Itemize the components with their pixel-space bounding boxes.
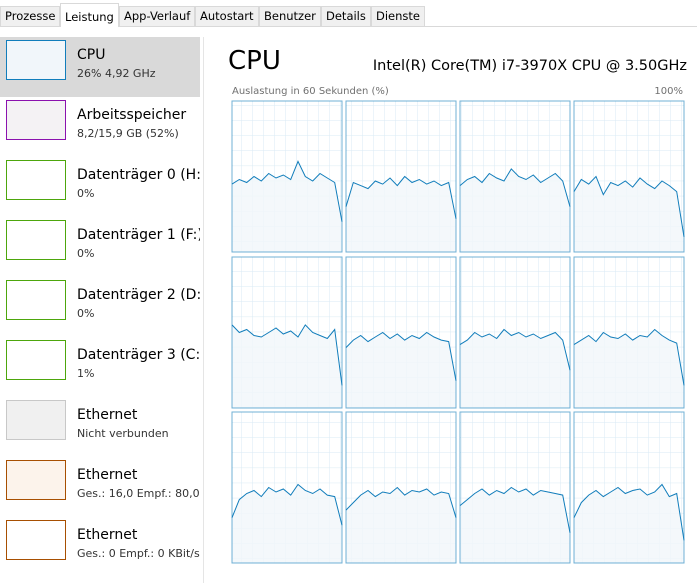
core-area xyxy=(460,329,570,408)
core-border xyxy=(459,100,571,253)
core-area xyxy=(574,329,684,408)
core-border xyxy=(231,256,343,409)
item-detail: 1% xyxy=(77,367,95,380)
thumbnail xyxy=(6,100,66,140)
core-border xyxy=(459,411,571,564)
item-detail: 0% xyxy=(77,307,95,320)
tab[interactable]: Prozesse xyxy=(0,6,61,26)
sidebar-item[interactable]: Datenträger 0 (H: I 0% xyxy=(0,157,200,217)
item-detail: Nicht verbunden xyxy=(77,427,169,440)
core-line xyxy=(231,160,343,222)
thumbnail xyxy=(6,460,66,500)
graph-label: Auslastung in 60 Sekunden (%) xyxy=(232,86,389,97)
thumbnail xyxy=(6,520,66,560)
tab[interactable]: Autostart xyxy=(195,6,259,26)
core-area xyxy=(460,487,570,563)
core-line xyxy=(231,483,343,526)
core-line xyxy=(573,175,685,237)
sidebar: CPU 26% 4,92 GHz Arbeitsspeicher 8,2/15,9 G… xyxy=(0,37,200,583)
sidebar-item[interactable]: Datenträger 3 (C:) 1% xyxy=(0,337,200,397)
item-name: CPU xyxy=(77,47,106,63)
core-area xyxy=(574,484,684,563)
item-detail: 0% xyxy=(77,187,95,200)
thumbnail xyxy=(6,220,66,260)
tab[interactable]: Dienste xyxy=(371,6,425,26)
item-name: Datenträger 3 (C:) xyxy=(77,347,200,363)
tab[interactable]: Details xyxy=(321,6,371,26)
core-area xyxy=(346,176,456,252)
thumbnail xyxy=(6,340,66,380)
item-detail: Ges.: 0 Empf.: 0 KBit/s xyxy=(77,547,200,560)
core-border xyxy=(345,100,457,253)
core-border xyxy=(231,100,343,253)
sidebar-item[interactable]: Arbeitsspeicher 8,2/15,9 GB (52%) xyxy=(0,97,200,157)
graph-max: 100% xyxy=(654,86,683,97)
item-name: Datenträger 2 (D:) xyxy=(77,287,200,303)
sidebar-item[interactable]: Ethernet Nicht verbunden xyxy=(0,397,200,457)
core-border xyxy=(573,256,685,409)
item-name: Datenträger 1 (F:) xyxy=(77,227,200,243)
item-name: Datenträger 0 (H: I xyxy=(77,167,200,183)
item-detail: Ges.: 16,0 Empf.: 80,0 KB xyxy=(77,487,200,500)
core-border xyxy=(345,411,457,564)
sidebar-item[interactable]: Ethernet Ges.: 16,0 Empf.: 80,0 KB xyxy=(0,457,200,517)
core-area xyxy=(232,484,342,563)
thumbnail xyxy=(6,160,66,200)
sidebar-item[interactable]: CPU 26% 4,92 GHz xyxy=(0,37,200,97)
core-border xyxy=(573,100,685,253)
divider xyxy=(203,37,204,583)
item-name: Ethernet xyxy=(77,527,138,543)
tab[interactable]: Benutzer xyxy=(259,6,321,26)
core-line xyxy=(459,328,571,371)
core-line xyxy=(459,168,571,207)
item-detail: 26% 4,92 GHz xyxy=(77,67,156,80)
sidebar-item[interactable]: Datenträger 2 (D:) 0% xyxy=(0,277,200,337)
core-border xyxy=(231,411,343,564)
core-area xyxy=(232,324,342,408)
core-area xyxy=(346,487,456,563)
core-line xyxy=(345,175,457,219)
core-line xyxy=(345,486,457,518)
item-name: Arbeitsspeicher xyxy=(77,107,187,123)
core-border xyxy=(573,411,685,564)
core-border xyxy=(345,256,457,409)
core-area xyxy=(460,168,570,252)
sidebar-item[interactable]: Datenträger 1 (F:) 0% xyxy=(0,217,200,277)
core-border xyxy=(459,256,571,409)
cpu-model: Intel(R) Core(TM) i7-3970X CPU @ 3.50GHz xyxy=(372,58,687,74)
panel-title: CPU xyxy=(228,46,281,76)
item-detail: 0% xyxy=(77,247,95,260)
core-area xyxy=(232,161,342,252)
core-area xyxy=(574,176,684,252)
tab[interactable]: Leistung xyxy=(60,3,119,27)
core-line xyxy=(573,483,685,541)
sidebar-item[interactable]: Ethernet Ges.: 0 Empf.: 0 KBit/s xyxy=(0,517,200,577)
thumbnail xyxy=(6,280,66,320)
thumbnail xyxy=(6,400,66,440)
core-line xyxy=(459,486,571,533)
core-area xyxy=(346,332,456,408)
core-line xyxy=(345,331,457,381)
core-line xyxy=(573,328,685,386)
item-detail: 8,2/15,9 GB (52%) xyxy=(77,127,179,140)
item-name: Ethernet xyxy=(77,467,138,483)
core-line xyxy=(231,324,343,386)
tab[interactable]: App-Verlauf xyxy=(119,6,196,26)
thumbnail xyxy=(6,40,66,80)
tab-bar: Prozesse Leistung App-Verlauf Autostart Benu… xyxy=(0,0,697,27)
item-name: Ethernet xyxy=(77,407,138,423)
